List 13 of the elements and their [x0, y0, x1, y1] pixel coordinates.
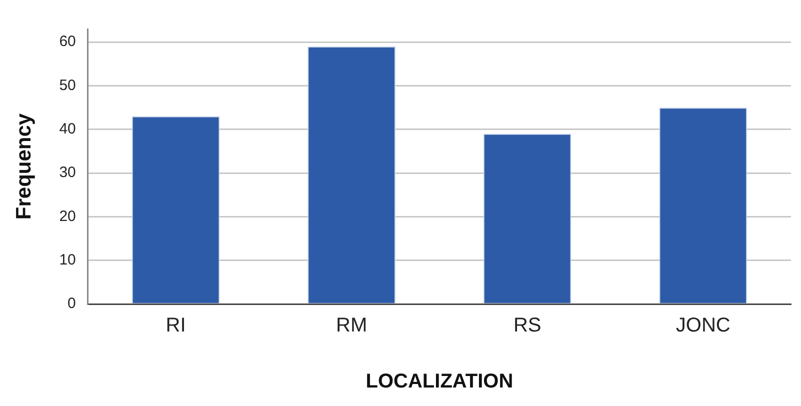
x-tick-label: RI	[166, 314, 186, 337]
x-axis-title: LOCALIZATION	[366, 370, 514, 393]
x-tick-label: RM	[336, 314, 368, 337]
x-tick-label: RS	[513, 314, 542, 337]
y-tick-label: 20	[59, 208, 76, 225]
y-tick-label: 10	[59, 251, 76, 268]
y-tick-label: 0	[68, 295, 76, 312]
y-tick-label: 60	[59, 33, 76, 50]
y-axis-title: Frequency	[12, 113, 36, 220]
x-tick-label: JONC	[676, 314, 730, 337]
y-tick-label: 30	[59, 164, 76, 182]
y-tick-label: 50	[59, 76, 76, 94]
y-tick-label: 40	[59, 120, 76, 138]
